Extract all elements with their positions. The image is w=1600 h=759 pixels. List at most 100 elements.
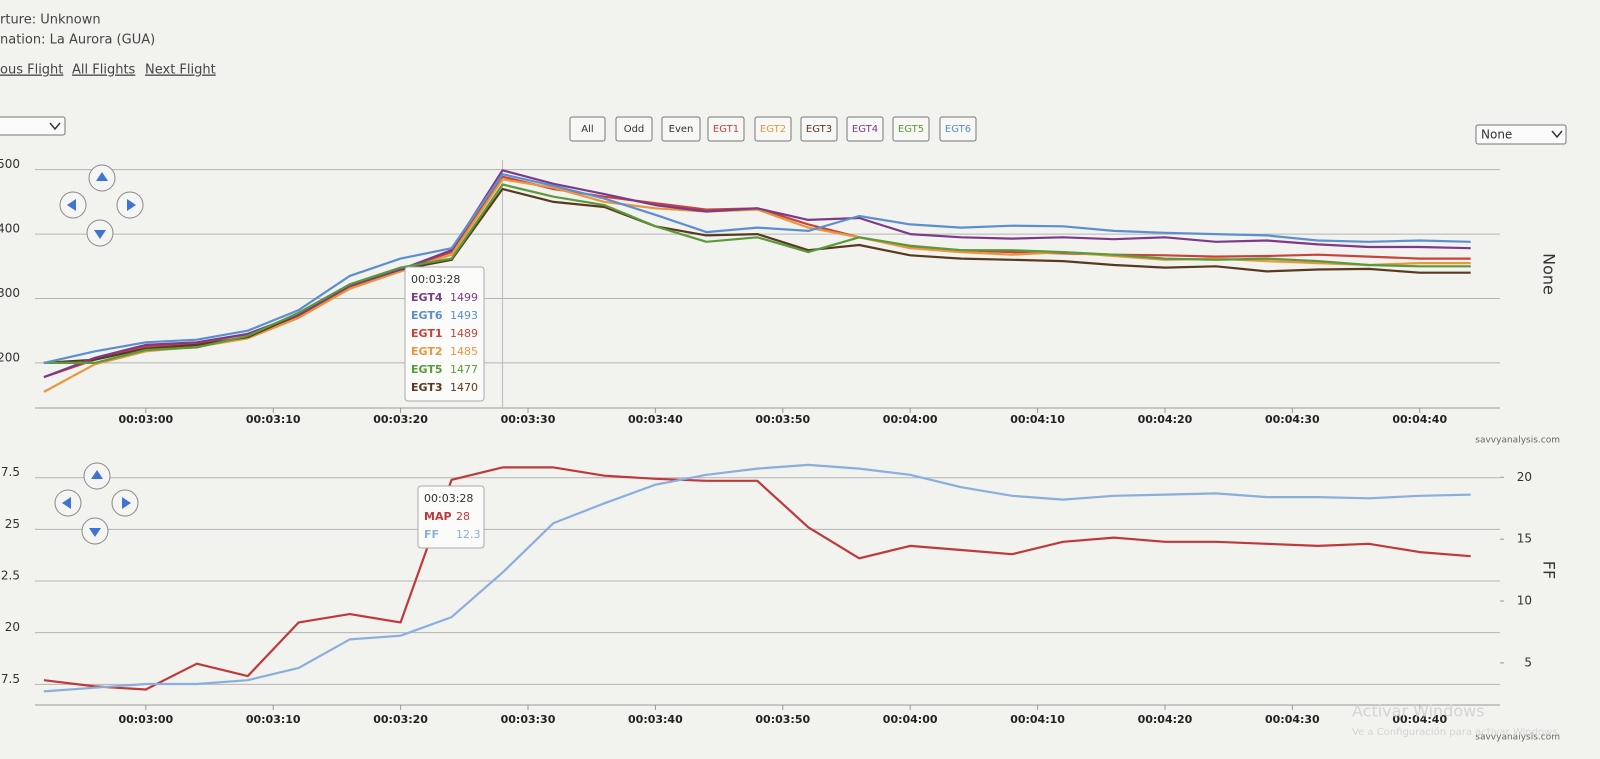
tooltip: 00:03:28 EGT4 1499 EGT6 1493 EGT1 1489 EGT2 1485… [404, 266, 485, 402]
tooltip-name: EGT4 [411, 291, 443, 304]
pan-arrow [89, 528, 101, 537]
tooltip-value: 1493 [450, 309, 478, 322]
pan-button[interactable] [54, 489, 82, 517]
tooltip-value: 1485 [450, 345, 478, 358]
pan-arrow [96, 172, 108, 181]
y-tick-label: 400 [0, 222, 20, 236]
tooltip-name: EGT5 [411, 363, 443, 376]
chart: 200 300 400 1500 00:03:00 00:03:10 00:03:20 00:… [0, 157, 1560, 445]
y2-axis-label: None [1540, 253, 1559, 295]
filter-button[interactable]: EGT1 [707, 116, 745, 142]
button-label: EGT6 [945, 124, 971, 135]
pan-button[interactable] [59, 191, 87, 219]
y2-tick-label: 10 [1517, 594, 1532, 608]
x-tick-label: 00:04:00 [883, 413, 938, 426]
tooltip-name: EGT3 [411, 381, 443, 394]
watermark: Activar Windows [1352, 702, 1485, 721]
y-tick-label: 200 [0, 350, 20, 364]
series-line [43, 178, 1471, 393]
x-tick-label: 00:03:20 [373, 713, 428, 726]
pan-arrow [91, 470, 103, 479]
tooltip-time: 00:03:28 [411, 273, 460, 286]
filter-button[interactable]: EGT2 [754, 116, 792, 142]
x-tick-label: 00:03:10 [246, 713, 301, 726]
button-box[interactable] [892, 116, 930, 142]
select-value: None [1481, 128, 1512, 142]
button-box[interactable] [661, 116, 701, 142]
tooltip-name: EGT6 [411, 309, 443, 322]
x-tick-label: 00:04:40 [1392, 413, 1447, 426]
x-tick-label: 00:03:40 [628, 713, 683, 726]
tooltip-value: 12.3 [456, 528, 481, 541]
filter-button[interactable]: EGT3 [800, 116, 838, 142]
select-arrow [49, 122, 61, 131]
filter-button[interactable]: EGT4 [846, 116, 884, 142]
x-tick-label: 00:03:10 [246, 413, 301, 426]
y2-tick-label: 20 [1517, 470, 1532, 484]
series-line [43, 169, 1471, 379]
series-line [43, 187, 1471, 364]
previous-flight-link[interactable]: ous Flight [0, 63, 63, 78]
charts: 200 300 400 1500 00:03:00 00:03:10 00:03:20 00:… [0, 157, 1560, 742]
all-flights-link[interactable]: All Flights [72, 63, 136, 78]
button-label: EGT1 [713, 124, 739, 135]
button-box[interactable] [569, 116, 606, 142]
button-box[interactable] [846, 116, 884, 142]
filter-button[interactable]: EGT5 [892, 116, 930, 142]
pan-arrow [94, 230, 106, 239]
pan-button[interactable] [111, 489, 139, 517]
credit: savvyanalysis.com [1475, 436, 1560, 446]
button-label: All [581, 124, 593, 135]
tooltip-box [417, 485, 485, 549]
x-tick-label: 00:04:10 [1010, 713, 1065, 726]
select-box[interactable] [1475, 124, 1567, 145]
y-tick-label: 300 [0, 286, 20, 300]
credit: savvyanalysis.com [1475, 733, 1560, 743]
button-box[interactable] [939, 116, 977, 142]
tooltip: 00:03:28 MAP 28 FF 12.3 [417, 485, 485, 549]
filter-button[interactable]: Odd [615, 116, 653, 142]
tooltip-value: 28 [456, 510, 470, 523]
button-label: Odd [624, 124, 645, 135]
pan-button[interactable] [81, 517, 109, 545]
left-select[interactable] [0, 116, 66, 136]
series-line [43, 466, 1471, 691]
right-select[interactable]: None [1475, 124, 1567, 145]
x-tick-label: 00:03:30 [501, 713, 556, 726]
button-box[interactable] [707, 116, 745, 142]
x-tick-label: 00:03:00 [118, 713, 173, 726]
pan-button[interactable] [88, 164, 116, 192]
pan-button[interactable] [83, 462, 111, 490]
filter-button[interactable]: All [569, 116, 606, 142]
series-line [43, 175, 1471, 379]
chart: 7.5 20 2.5 25 7.5 5 10 15 20 00:03:00 00:03:10 00:0… [1, 462, 1560, 743]
x-tick-label: 00:03:40 [628, 413, 683, 426]
select-box[interactable] [0, 116, 66, 136]
x-tick-label: 00:04:30 [1265, 713, 1320, 726]
tooltip-value: 1489 [450, 327, 478, 340]
x-tick-label: 00:03:00 [118, 413, 173, 426]
next-flight-link[interactable]: Next Flight [145, 63, 216, 78]
tooltip-box [404, 266, 485, 402]
tooltip-value: 1499 [450, 291, 478, 304]
tooltip-value: 1470 [450, 381, 478, 394]
y2-tick-label: 15 [1517, 532, 1532, 546]
filter-button[interactable]: Even [661, 116, 701, 142]
button-box[interactable] [615, 116, 653, 142]
filter-button[interactable]: EGT6 [939, 116, 977, 142]
x-tick-label: 00:04:10 [1010, 413, 1065, 426]
y2-tick-label: 5 [1524, 655, 1532, 669]
watermark: Ve a Configuración para activar Windows. [1352, 726, 1561, 738]
y-tick-label: 7.5 [1, 465, 20, 479]
x-tick-label: 00:04:00 [883, 713, 938, 726]
button-box[interactable] [754, 116, 792, 142]
series-line [43, 183, 1471, 364]
filter-buttons: All Odd Even EGT1 EGT2 EGT3 EGT4 EGT5 EGT6 [569, 116, 977, 142]
pan-button[interactable] [116, 191, 144, 219]
y-tick-label: 7.5 [1, 672, 20, 686]
button-box[interactable] [800, 116, 838, 142]
y-tick-label: 1500 [0, 157, 20, 171]
pan-button[interactable] [86, 219, 114, 247]
series-line [43, 463, 1471, 693]
